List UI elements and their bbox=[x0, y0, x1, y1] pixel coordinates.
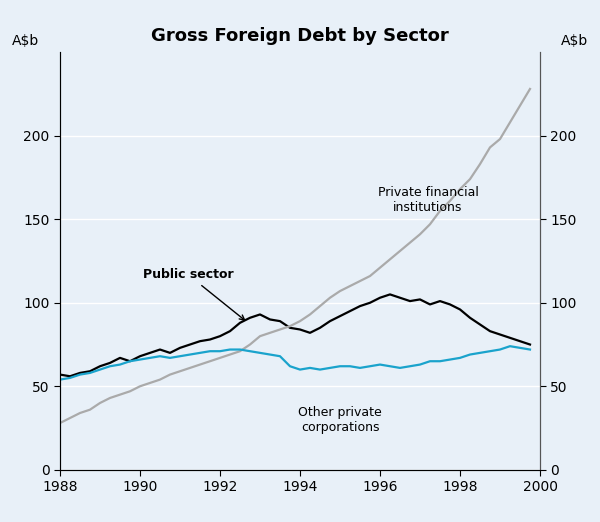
Text: Other private
corporations: Other private corporations bbox=[298, 406, 382, 434]
Text: Private financial
institutions: Private financial institutions bbox=[377, 186, 478, 214]
Text: Public sector: Public sector bbox=[143, 268, 245, 320]
Text: A$b: A$b bbox=[561, 34, 588, 48]
Text: A$b: A$b bbox=[12, 34, 39, 48]
Title: Gross Foreign Debt by Sector: Gross Foreign Debt by Sector bbox=[151, 27, 449, 45]
